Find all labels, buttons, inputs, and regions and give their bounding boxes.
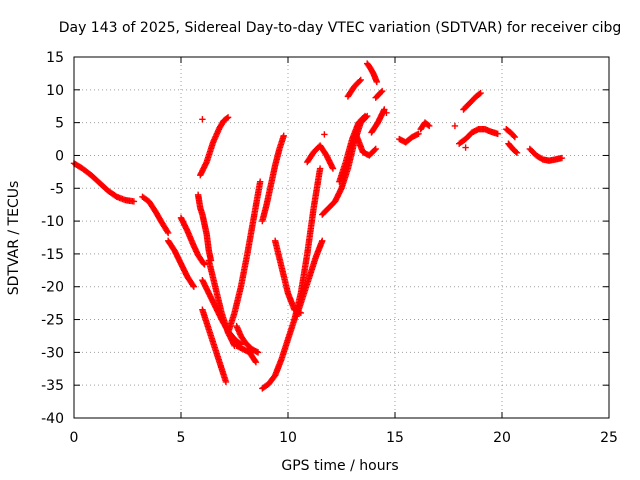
data-point	[200, 260, 208, 267]
series-arc-3	[164, 237, 198, 290]
data-point	[189, 282, 197, 289]
data-point	[383, 109, 390, 116]
data-point	[373, 78, 381, 86]
data-point	[319, 237, 326, 244]
y-tick-label: 0	[55, 148, 64, 164]
data-point	[316, 165, 324, 172]
axes: 0 5 10 15 20 25 -40 -35 -30 -25 -20 -15 -10 -5 0 5 10 15	[41, 50, 618, 446]
chart-title: Day 143 of 2025, Sidereal Day-to-day VTE…	[59, 20, 622, 36]
series-arc-12	[233, 322, 262, 356]
series-arc-19	[304, 142, 337, 172]
x-axis-label: GPS time / hours	[281, 458, 398, 474]
data-point	[424, 121, 432, 129]
series-arc-15	[259, 132, 287, 225]
data-point	[356, 77, 363, 85]
data-point	[372, 145, 379, 153]
y-axis-label: SDTVAR / TECUs	[6, 181, 22, 296]
data-point	[378, 87, 386, 95]
data-point	[513, 149, 521, 157]
data-point	[357, 76, 364, 84]
data-point	[254, 349, 262, 356]
y-tick-label: -35	[41, 378, 64, 394]
series-arc-28	[460, 89, 484, 113]
data-point	[360, 113, 368, 121]
data-point	[377, 89, 385, 96]
data-point	[190, 283, 198, 290]
data-point	[201, 261, 208, 268]
data-point	[256, 178, 264, 185]
data-point	[280, 132, 287, 139]
series-arc-10	[224, 178, 264, 336]
y-tick-label: -10	[41, 214, 64, 230]
x-tick-label: 15	[386, 430, 404, 446]
x-tick-label: 20	[493, 430, 511, 446]
series-arc-26	[396, 130, 422, 146]
data-point	[494, 130, 501, 137]
y-tick-label: -20	[41, 280, 64, 296]
y-tick-label: 5	[55, 116, 64, 132]
data-point	[426, 122, 433, 130]
series-arc-17	[293, 237, 326, 320]
series-isolated	[199, 109, 469, 151]
series-arc-2	[139, 193, 172, 237]
data-point	[558, 154, 566, 162]
x-tick-label: 10	[279, 430, 297, 446]
series-arc-21	[344, 76, 364, 100]
y-tick-label: -30	[41, 345, 64, 361]
data-point	[164, 228, 171, 235]
grid	[74, 57, 609, 418]
series-arc-22	[353, 132, 379, 159]
y-tick-label: -25	[41, 313, 64, 329]
y-tick-label: -5	[50, 181, 64, 197]
data-points	[70, 60, 566, 392]
data-point	[130, 198, 138, 205]
x-tick-label: 0	[70, 430, 79, 446]
data-point	[199, 116, 206, 123]
series-arc-27	[417, 119, 433, 133]
series-arc-11	[233, 342, 260, 366]
data-point	[371, 146, 378, 154]
data-point	[477, 89, 484, 97]
data-point	[361, 112, 369, 120]
series-arc-25	[372, 87, 386, 101]
plot-frame	[73, 56, 610, 419]
series-arc-1	[70, 160, 138, 205]
data-point	[329, 165, 337, 172]
series-arc-24	[363, 60, 381, 86]
y-tick-label: 15	[46, 50, 64, 66]
data-point	[512, 148, 520, 156]
series-arc-7	[194, 191, 215, 264]
series-arc-4	[177, 214, 208, 268]
y-tick-label: -40	[41, 411, 64, 427]
data-point	[381, 106, 388, 113]
data-point	[251, 357, 259, 365]
series-arc-31	[505, 140, 521, 157]
series-arc-6	[199, 306, 230, 386]
series-arc-20	[336, 112, 369, 185]
x-tick-label: 5	[177, 430, 186, 446]
data-point	[511, 133, 519, 141]
data-point	[510, 132, 517, 140]
series-arc-30	[503, 126, 519, 141]
data-point	[415, 130, 422, 137]
data-point	[164, 229, 172, 237]
data-point	[476, 90, 483, 98]
data-point	[224, 114, 232, 121]
data-point	[451, 122, 459, 130]
series-arc-29	[456, 126, 501, 147]
series-arc-9	[197, 114, 232, 179]
data-point	[321, 131, 328, 138]
data-point	[223, 115, 231, 122]
series-arc-23	[368, 106, 388, 136]
x-tick-label: 25	[600, 430, 618, 446]
y-tick-label: 10	[46, 83, 64, 99]
y-tick-label: -15	[41, 247, 64, 263]
series-arc-13	[259, 316, 298, 392]
data-point	[462, 144, 469, 151]
series-arc-32	[526, 145, 566, 164]
data-point	[222, 378, 230, 386]
data-point	[252, 359, 260, 366]
